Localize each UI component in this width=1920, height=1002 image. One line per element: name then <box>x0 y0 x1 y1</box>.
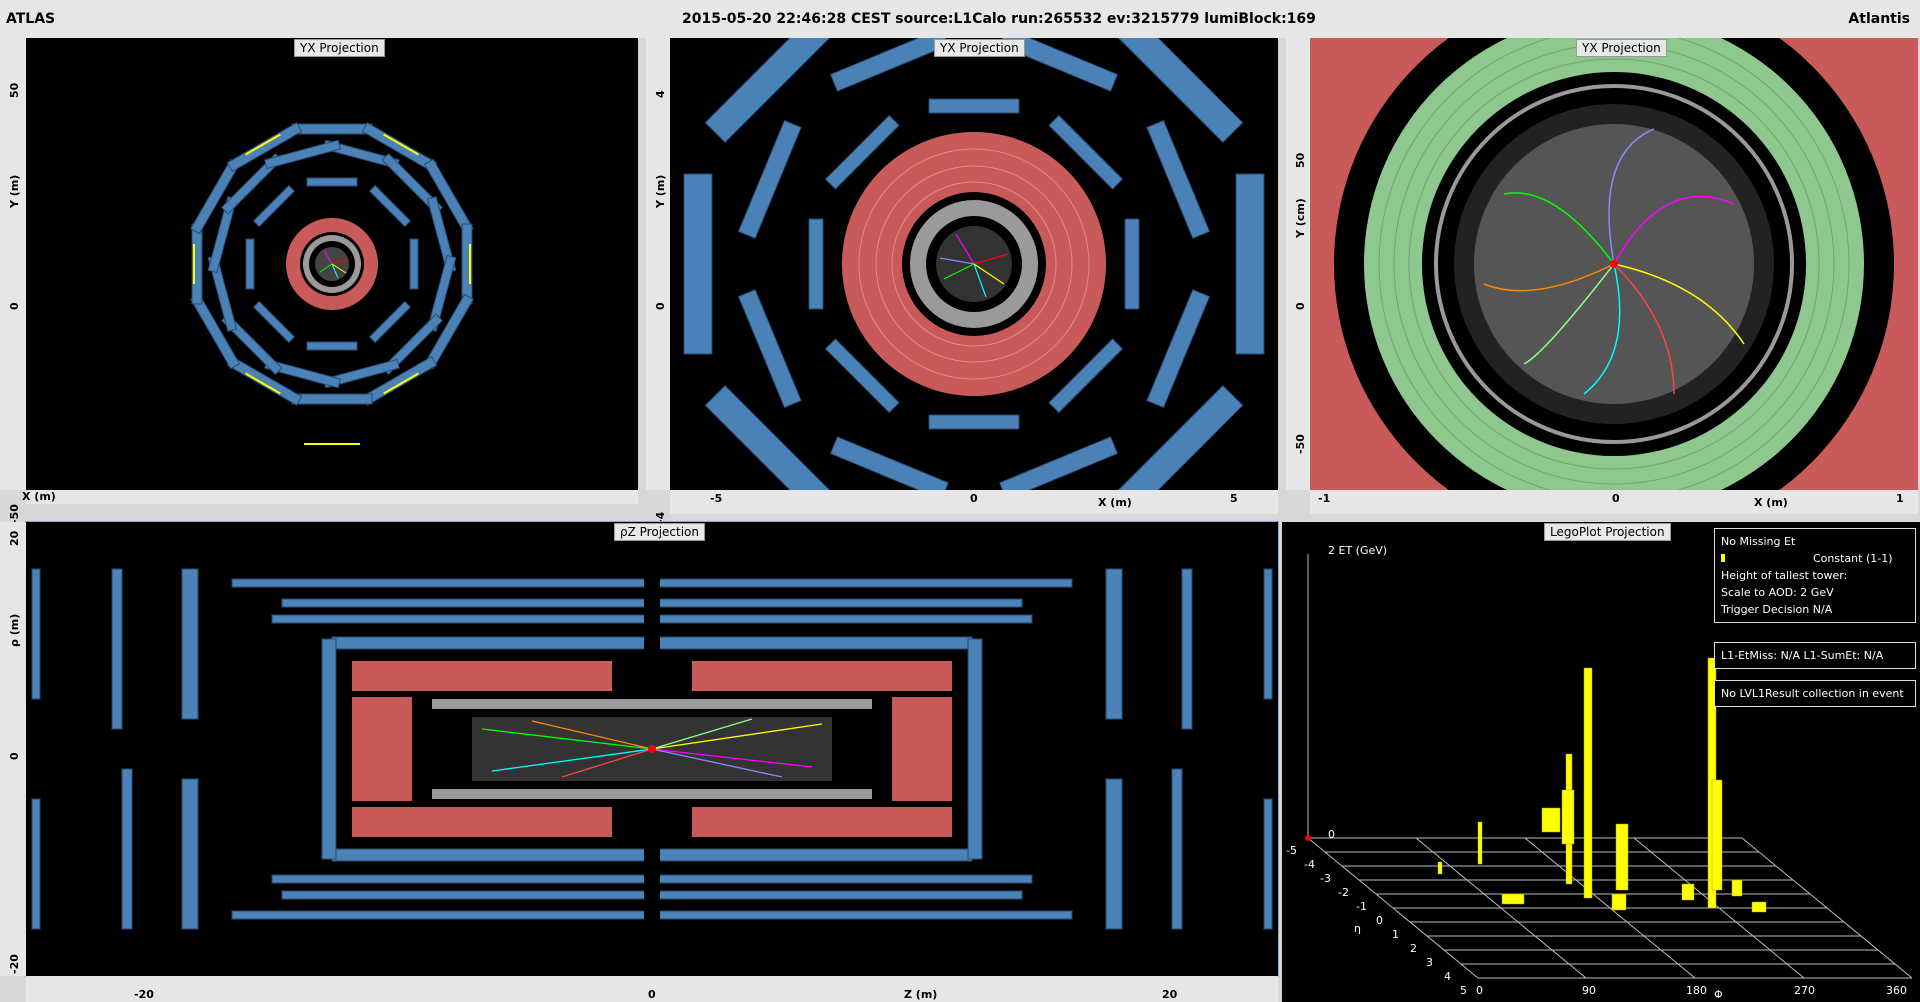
y-tick: 0 <box>8 302 21 310</box>
eta-tick: 2 <box>1410 942 1417 955</box>
phi-tick: 180 <box>1686 984 1707 997</box>
eta-tick: 1 <box>1392 928 1399 941</box>
phi-tick: 0 <box>1476 984 1483 997</box>
eta-tick: -2 <box>1338 886 1349 899</box>
y-axis-rz: 20 0 -20 ρ (m) <box>0 522 26 976</box>
y-tick: 0 <box>1294 302 1307 310</box>
rz-projection[interactable]: ρZ Projection <box>25 521 1279 977</box>
info-line: Scale to AOD: 2 GeV <box>1721 586 1834 599</box>
yx-full-canvas <box>190 122 474 445</box>
l1-etmiss-box: L1-EtMiss: N/A L1-SumEt: N/A <box>1714 642 1916 669</box>
eta-tick: -4 <box>1304 858 1315 871</box>
title-bar: ATLAS 2015-05-20 22:46:28 CEST source:L1… <box>0 0 1920 38</box>
x-tick: 1 <box>1896 492 1904 505</box>
y-tick: -50 <box>1294 434 1307 454</box>
phi-tick: 360 <box>1886 984 1907 997</box>
missing-et-box: No Missing Et Constant (1-1) Height of t… <box>1714 528 1916 623</box>
event-info: 2015-05-20 22:46:28 CEST source:L1Calo r… <box>682 11 1316 27</box>
y-axis-label: Y (m) <box>654 174 667 208</box>
panel-title: YX Projection <box>1576 39 1667 57</box>
y-axis-yx1: 50 0 -50 Y (m) <box>0 38 26 524</box>
eta-tick: 0 <box>1376 914 1383 927</box>
x-axis-label: Z (m) <box>904 988 938 1001</box>
x-axis-yx3: -1 0 1 X (m) <box>1310 490 1918 514</box>
x-tick: 0 <box>1612 492 1620 505</box>
z-axis-label: 2 ET (GeV) <box>1328 544 1388 557</box>
y-axis-label: ρ (m) <box>8 613 21 647</box>
panel-title: YX Projection <box>934 39 1025 57</box>
panel-title: LegoPlot Projection <box>1544 523 1671 541</box>
lvl1-result-box: No LVL1Result collection in event <box>1714 680 1916 707</box>
phi-tick: 90 <box>1582 984 1596 997</box>
yx-projection-zoom[interactable]: YX Projection <box>670 38 1278 490</box>
x-tick: 0 <box>648 988 656 1001</box>
yx-inner-canvas <box>1310 38 1918 490</box>
x-tick: -5 <box>710 492 723 505</box>
panel-title: ρZ Projection <box>614 523 705 541</box>
rz-canvas <box>31 568 1273 930</box>
phi-tick: 270 <box>1794 984 1815 997</box>
y-axis-label: Y (m) <box>8 174 21 208</box>
eta-tick: -1 <box>1356 900 1367 913</box>
x-axis-label: X (m) <box>22 490 56 503</box>
x-tick: 20 <box>1162 988 1178 1001</box>
lego-canvas <box>1305 554 1913 979</box>
y-axis-yx2: 4 0 -4 Y (m) <box>646 38 670 524</box>
y-tick: 4 <box>654 90 667 98</box>
x-axis-label: X (m) <box>1098 496 1132 509</box>
info-line-constant: Constant (1-1) <box>1721 550 1909 567</box>
muon-outer-ring <box>190 122 474 406</box>
x-tick: 0 <box>970 492 978 505</box>
eta-tick: 4 <box>1444 970 1451 983</box>
panel-title: YX Projection <box>294 39 385 57</box>
info-line: Trigger Decision N/A <box>1721 603 1833 616</box>
x-axis-label: X (m) <box>1754 496 1788 509</box>
y-tick: 20 <box>8 530 21 546</box>
info-line: No Missing Et <box>1721 535 1796 548</box>
z-zero-label: 0 <box>1328 828 1335 841</box>
app-label: ATLAS <box>6 11 56 27</box>
x-tick: -1 <box>1318 492 1331 505</box>
eta-tick: -5 <box>1286 844 1297 857</box>
y-tick: 50 <box>8 82 21 98</box>
y-axis-label: Y (cm) <box>1294 198 1307 238</box>
info-line: Height of tallest tower: <box>1721 569 1848 582</box>
x-tick: 5 <box>1230 492 1238 505</box>
info-line-constant-text: Constant (1-1) <box>1813 552 1893 565</box>
x-tick: -20 <box>134 988 154 1001</box>
yx-projection-full[interactable]: YX Projection <box>26 38 638 490</box>
lego-plot[interactable]: LegoPlot Projection 2 ET (GeV) 0 <box>1282 522 1920 1002</box>
x-axis-rz: -20 0 20 Z (m) <box>26 976 1278 1002</box>
eta-tick: 3 <box>1426 956 1433 969</box>
yx-projection-inner[interactable]: YX Projection <box>1310 38 1918 490</box>
x-axis-yx1: X (m) <box>22 490 638 504</box>
eta-tick: 5 <box>1460 984 1467 997</box>
eta-axis-label: η <box>1354 922 1361 935</box>
y-tick: 0 <box>654 302 667 310</box>
y-tick: 50 <box>1294 152 1307 168</box>
x-axis-yx2: -5 0 5 X (m) <box>670 490 1278 514</box>
y-tick: 0 <box>8 752 21 760</box>
atlantis-label: Atlantis <box>1848 11 1910 27</box>
eta-tick: -3 <box>1320 872 1331 885</box>
yx-zoom-canvas <box>683 38 1265 490</box>
y-tick: -20 <box>8 954 21 974</box>
y-axis-yx3: 50 0 -50 Y (cm) <box>1286 38 1310 490</box>
phi-axis-label: Φ <box>1714 988 1723 1001</box>
